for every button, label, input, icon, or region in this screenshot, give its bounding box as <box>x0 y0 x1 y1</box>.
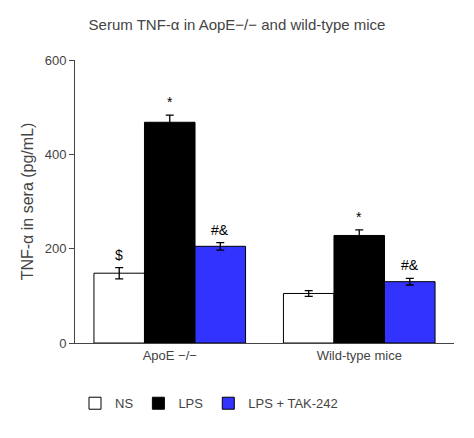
svg-text:NS: NS <box>115 396 133 411</box>
svg-text:LPS: LPS <box>178 396 203 411</box>
svg-text:ApoE −/−: ApoE −/− <box>143 348 197 363</box>
svg-text:#&: #& <box>211 222 229 238</box>
svg-text:400: 400 <box>45 147 67 162</box>
svg-text:600: 600 <box>45 53 67 68</box>
svg-text:$: $ <box>115 247 123 263</box>
svg-text:Serum TNF-α in AopE−/− and wil: Serum TNF-α in AopE−/− and wild-type mic… <box>89 16 386 33</box>
svg-text:#&: #& <box>401 257 419 273</box>
svg-text:*: * <box>167 94 173 110</box>
svg-text:200: 200 <box>45 241 67 256</box>
svg-text:LPS + TAK-242: LPS + TAK-242 <box>248 396 338 411</box>
svg-text:Wild-type mice: Wild-type mice <box>317 348 402 363</box>
svg-text:TNF-α in sera (pg/mL): TNF-α in sera (pg/mL) <box>19 123 36 281</box>
svg-text:0: 0 <box>59 336 66 351</box>
svg-text:*: * <box>356 209 362 225</box>
